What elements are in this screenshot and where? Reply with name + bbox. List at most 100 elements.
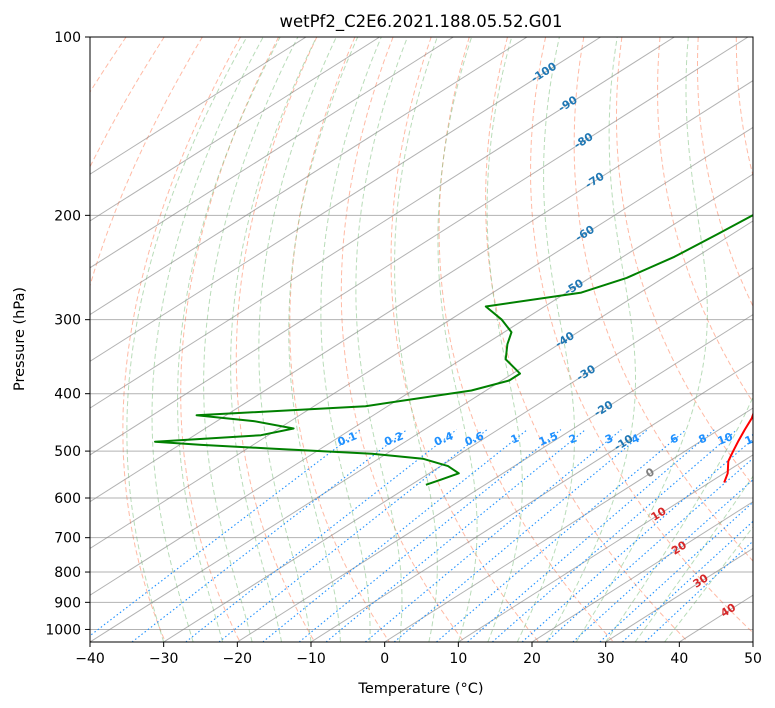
dry-adiabat-line	[180, 37, 280, 642]
mixing-ratio-line	[298, 429, 562, 642]
isotherm-gridline	[90, 37, 528, 316]
dry-adiabat-line	[235, 37, 318, 642]
moist-adiabat-line	[288, 37, 359, 642]
mixing-ratio-label: 2	[567, 432, 579, 447]
mixing-ratio-line	[364, 429, 622, 642]
moist-adiabat-line	[634, 475, 753, 642]
isotherm-gridline	[90, 173, 753, 596]
isotherm-gridline	[90, 37, 675, 409]
y-tick-label: 900	[54, 595, 81, 611]
dry-adiabat-line	[90, 37, 203, 642]
moist-adiabat-line	[230, 37, 317, 642]
dry-adiabat-line	[485, 37, 689, 642]
dewpoint-profile-line	[154, 213, 753, 486]
mixing-ratio-line	[218, 429, 488, 642]
y-tick-label: 200	[54, 208, 81, 224]
x-tick-label: −20	[223, 651, 253, 667]
x-axis-label: Temperature (°C)	[357, 681, 483, 697]
dry-adiabats	[90, 37, 753, 642]
mixing-ratio-label: 1	[509, 432, 521, 447]
x-tick-label: −10	[296, 651, 326, 667]
moist-adiabat-line	[486, 37, 523, 642]
y-axis-ticks: 100 200 300 400 500 600 700 800 900 1000	[45, 30, 90, 638]
plot-frame	[89, 36, 754, 643]
mixing-ratio-lines	[90, 429, 753, 642]
profile-series	[154, 213, 753, 486]
x-tick-label: 0	[380, 651, 389, 667]
y-tick-label: 700	[54, 531, 81, 547]
isotherm-gridline	[90, 37, 749, 456]
y-axis-label: Pressure (hPa)	[12, 287, 28, 391]
mixing-ratio-line	[545, 457, 753, 642]
mixing-ratio-label: 3	[603, 432, 615, 447]
dry-adiabat-line	[530, 37, 753, 634]
dry-adiabat-line	[122, 37, 241, 642]
y-tick-label: 600	[54, 491, 81, 507]
moist-adiabat-line	[151, 37, 264, 642]
y-tick-label: 100	[54, 30, 81, 46]
mixing-ratio-label: 10	[716, 430, 735, 448]
isotherm-gridline	[90, 80, 753, 503]
isotherm-gridline	[90, 37, 601, 362]
x-tick-label: 20	[523, 651, 541, 667]
y-tick-label: 300	[54, 313, 81, 329]
mixing-ratio-line	[393, 429, 649, 642]
moist-adiabat-line	[320, 37, 382, 642]
isotherm-gridlines	[90, 37, 753, 642]
dry-adiabat-line	[697, 37, 753, 308]
mixing-ratio-line	[262, 429, 528, 642]
moist-adiabats	[126, 37, 753, 642]
moist-adiabat-line	[355, 37, 408, 642]
moist-adiabat-line	[575, 37, 708, 642]
isotherm-gridline	[90, 126, 753, 550]
x-tick-label: 40	[670, 651, 688, 667]
x-tick-label: 10	[449, 651, 467, 667]
moist-adiabat-line	[176, 37, 281, 642]
x-tick-label: 50	[744, 651, 762, 667]
isotherm-gridline	[90, 37, 307, 175]
isotherm-gridline	[90, 220, 753, 642]
dry-adiabat-line	[340, 37, 465, 642]
mixing-ratio-line	[467, 429, 715, 642]
isotherm-gridline	[163, 267, 753, 642]
moist-adiabat-line	[437, 37, 478, 642]
isotherm-gridline	[90, 37, 380, 222]
x-tick-label: −30	[149, 651, 179, 667]
isotherm-gridline	[310, 360, 753, 642]
mixing-ratio-line	[131, 429, 408, 642]
dry-adiabat-line	[657, 37, 753, 404]
mixing-ratio-line	[622, 520, 753, 642]
moist-adiabat-line	[126, 37, 248, 642]
x-tick-label: −40	[75, 651, 105, 667]
chart-title: wetPf2_C2E6.2021.188.05.52.G01	[279, 12, 562, 32]
isotherm-gridline	[531, 501, 753, 642]
isotherm-gridline	[384, 407, 753, 642]
moist-adiabat-line	[516, 37, 576, 642]
y-tick-label: 400	[54, 387, 81, 403]
mixing-ratio-line	[599, 501, 753, 642]
dry-adiabat-line	[390, 37, 540, 642]
plot-area: -100-90-80-70-60-50-40-30-20-10010203040…	[90, 37, 762, 642]
mixing-ratio-line	[491, 429, 738, 642]
mixing-ratio-label: 8	[697, 432, 709, 447]
mixing-ratio-line	[644, 540, 753, 642]
dry-adiabat-line	[573, 37, 753, 562]
y-tick-label: 800	[54, 565, 81, 581]
isotherm-gridline	[237, 313, 753, 642]
mixing-ratio-line	[185, 429, 457, 642]
isotherm-gridline	[90, 37, 454, 269]
x-axis-ticks: −40 −30 −20 −10 0 10 20 30 40 50	[75, 642, 762, 667]
moist-adiabat-line	[203, 37, 299, 642]
moist-adiabat-line	[605, 396, 753, 642]
y-tick-label: 500	[54, 444, 81, 460]
isotherm-gridline	[458, 454, 753, 642]
y-tick-label: 1000	[45, 622, 81, 638]
temperature-profile-line	[723, 411, 753, 483]
x-tick-label: 30	[597, 651, 615, 667]
mixing-ratio-label: 13	[743, 430, 762, 448]
dry-adiabat-line	[289, 37, 390, 642]
moist-adiabat-line	[394, 37, 438, 642]
moist-adiabat-line	[546, 37, 636, 642]
